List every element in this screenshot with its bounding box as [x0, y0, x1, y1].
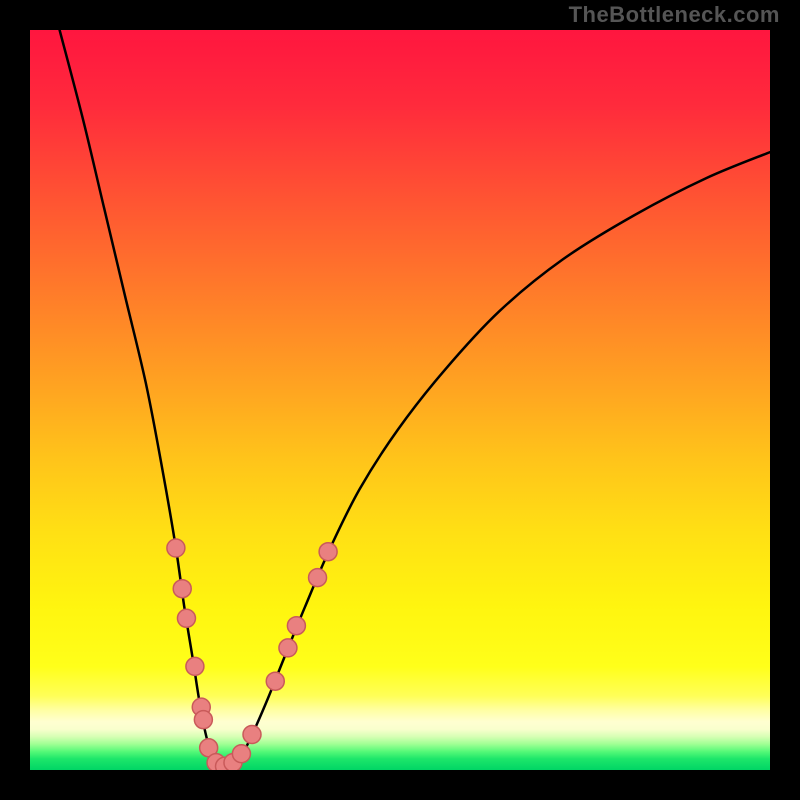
gradient-background — [30, 30, 770, 770]
sample-marker — [177, 609, 195, 627]
plot-area — [30, 30, 770, 775]
sample-marker — [266, 672, 284, 690]
watermark-label: TheBottleneck.com — [569, 2, 780, 28]
sample-marker — [309, 569, 327, 587]
sample-marker — [243, 725, 261, 743]
sample-marker — [173, 580, 191, 598]
sample-marker — [186, 657, 204, 675]
sample-marker — [319, 543, 337, 561]
bottleneck-chart — [0, 0, 800, 800]
sample-marker — [194, 711, 212, 729]
sample-marker — [279, 639, 297, 657]
sample-marker — [232, 745, 250, 763]
sample-marker — [167, 539, 185, 557]
sample-marker — [287, 617, 305, 635]
